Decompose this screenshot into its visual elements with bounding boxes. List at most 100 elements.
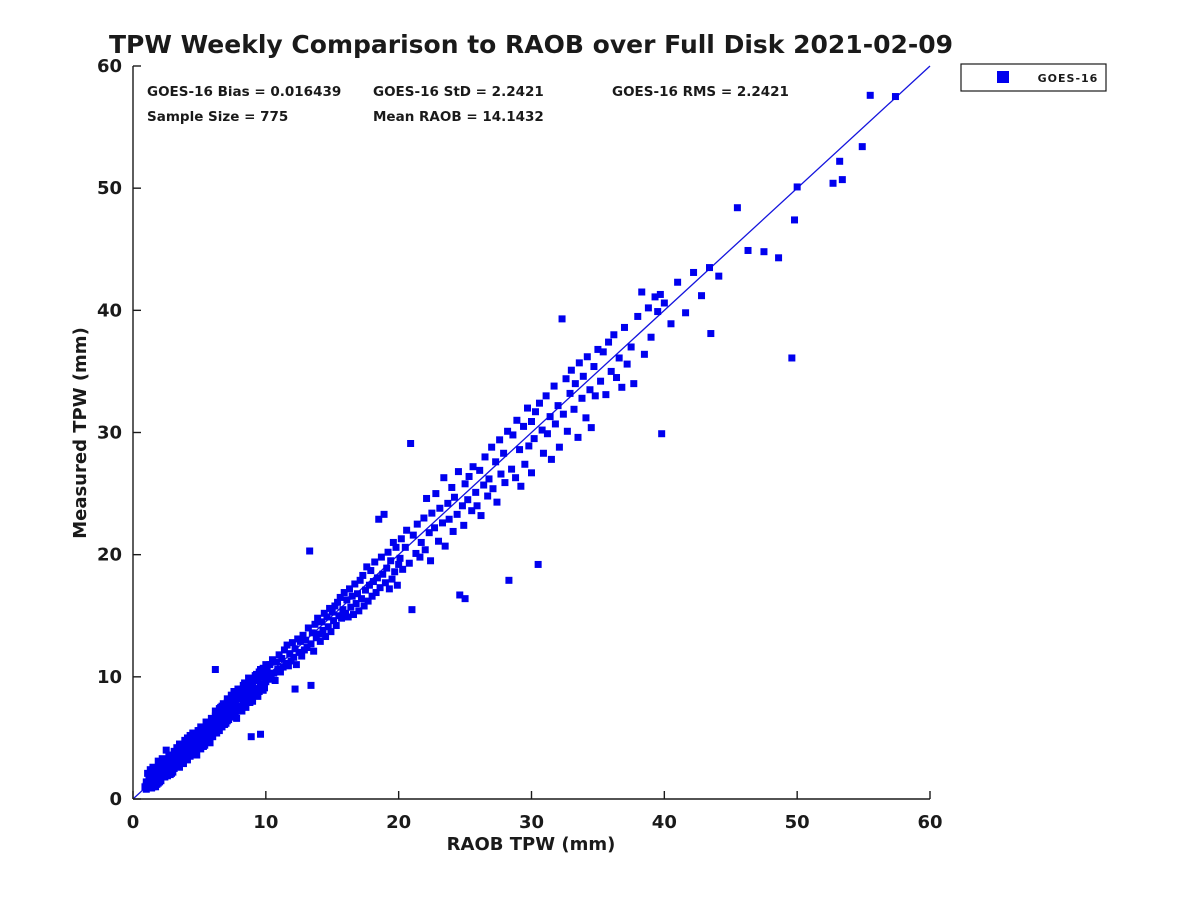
data-point [209, 733, 217, 741]
data-point [324, 623, 332, 631]
data-point [559, 410, 567, 418]
data-point [473, 502, 481, 510]
data-point [551, 420, 559, 428]
y-axis-label: Measured TPW (mm) [70, 327, 91, 539]
data-point [575, 359, 583, 367]
data-point [396, 554, 404, 562]
data-point [562, 375, 570, 383]
data-point [243, 684, 251, 692]
data-point [667, 320, 675, 328]
x-tick-label: 20 [386, 812, 411, 833]
data-point [239, 700, 247, 708]
data-point [242, 687, 250, 695]
data-point [531, 408, 539, 416]
data-point [346, 585, 354, 593]
data-point [342, 609, 350, 617]
data-point [591, 392, 599, 400]
data-point [311, 620, 319, 628]
x-axis-label: RAOB TPW (mm) [447, 834, 616, 855]
data-point [332, 622, 340, 630]
data-point [296, 637, 304, 645]
data-point [203, 719, 211, 727]
data-point [146, 774, 154, 782]
data-point [222, 713, 230, 721]
data-point [450, 493, 458, 501]
data-point [210, 728, 218, 736]
data-point [492, 458, 500, 466]
data-point [546, 413, 554, 421]
data-point [461, 480, 469, 488]
stat-bias: GOES-16 Bias = 0.016439 [147, 84, 341, 100]
data-point [421, 546, 429, 554]
data-point [254, 676, 262, 684]
data-point [618, 383, 626, 391]
data-point [535, 399, 543, 407]
data-point [336, 593, 344, 601]
data-point [149, 763, 157, 771]
data-point [413, 520, 421, 528]
data-point [197, 745, 205, 753]
data-point [213, 708, 221, 716]
x-tick-label: 40 [652, 812, 677, 833]
data-point [375, 515, 383, 523]
data-point [227, 701, 235, 709]
data-point [229, 692, 237, 700]
data-point [154, 757, 162, 765]
data-point [395, 560, 403, 568]
data-point [524, 404, 532, 412]
data-point [170, 764, 178, 772]
data-point [634, 312, 642, 320]
data-point [578, 394, 586, 402]
data-point [858, 143, 866, 151]
data-point [239, 681, 247, 689]
data-point [445, 515, 453, 523]
plot-area: 0 10 20 30 40 50 60 0 10 20 30 40 50 60 [97, 56, 943, 833]
data-point [308, 629, 316, 637]
data-point [456, 591, 464, 599]
data-point [383, 564, 391, 572]
data-point [371, 558, 379, 566]
data-point [866, 91, 874, 99]
data-point [145, 779, 153, 787]
data-point [238, 707, 246, 715]
data-point [423, 494, 431, 502]
data-point [261, 684, 269, 692]
data-point [278, 655, 286, 663]
data-point [307, 640, 315, 648]
data-point [644, 304, 652, 312]
data-point [268, 656, 276, 664]
data-point [428, 509, 436, 517]
data-point [302, 636, 310, 644]
data-point [760, 248, 768, 256]
data-point [587, 424, 595, 432]
data-point [280, 646, 288, 654]
data-point [331, 602, 339, 610]
data-point [501, 479, 509, 487]
data-point [201, 741, 209, 749]
data-point [449, 527, 457, 535]
data-point [347, 603, 355, 611]
x-tick-label: 30 [519, 812, 544, 833]
data-point [279, 663, 287, 671]
data-point [403, 526, 411, 534]
data-point [230, 687, 238, 695]
data-point [187, 734, 195, 742]
data-point [416, 553, 424, 561]
data-point [334, 598, 342, 606]
data-point [439, 519, 447, 527]
data-point [174, 746, 182, 754]
data-point [377, 553, 385, 561]
data-point [353, 590, 361, 598]
data-point [651, 293, 659, 301]
data-point [158, 762, 166, 770]
data-point [500, 449, 508, 457]
data-point [571, 380, 579, 388]
data-point [613, 374, 621, 382]
data-point [379, 570, 387, 578]
data-point [182, 738, 190, 746]
data-point [570, 405, 578, 413]
data-point [259, 664, 267, 672]
data-point [493, 498, 501, 506]
data-point [231, 711, 239, 719]
